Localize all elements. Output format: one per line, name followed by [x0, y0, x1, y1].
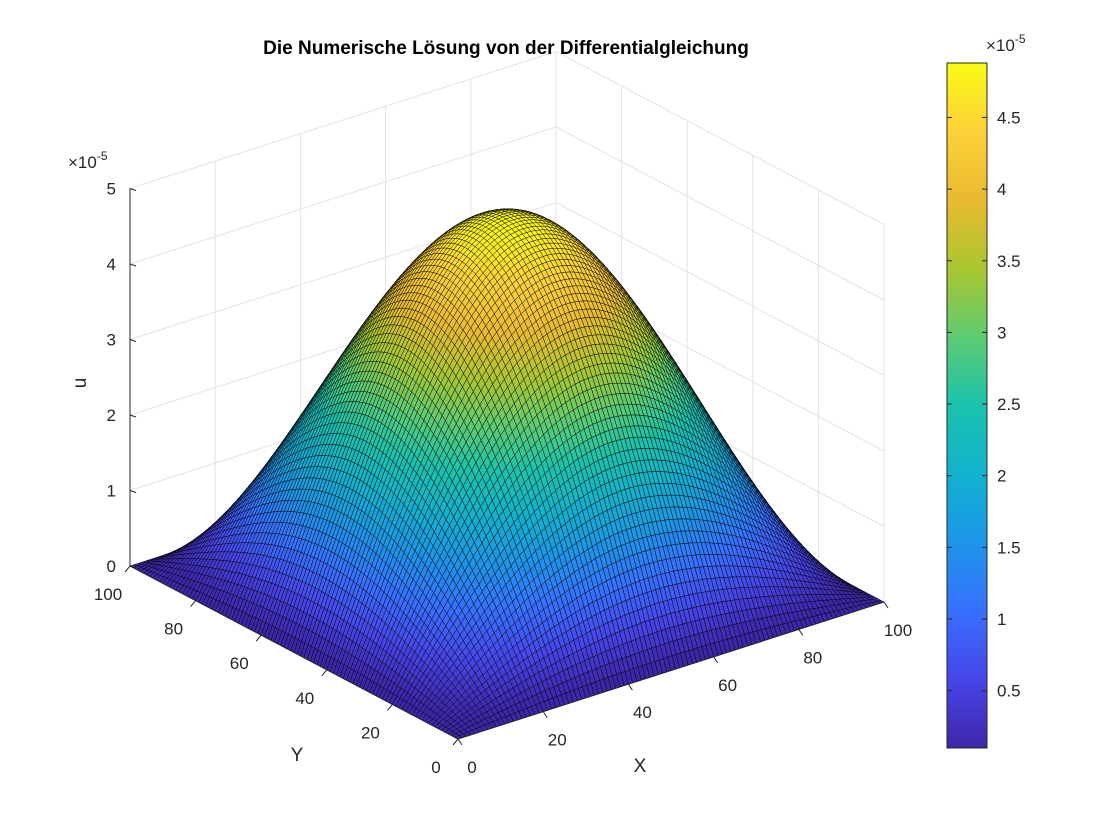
- grid-line: [129, 201, 885, 376]
- surface-plot: [129, 208, 885, 740]
- grid-line: [129, 50, 885, 225]
- grid-line: [129, 126, 885, 301]
